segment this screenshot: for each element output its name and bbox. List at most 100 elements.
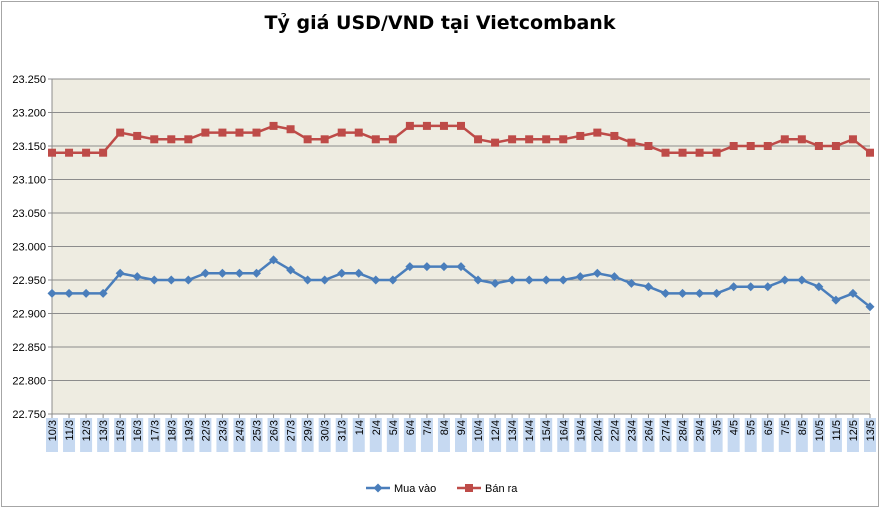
data-point — [525, 135, 534, 144]
x-tick-label: 31/3 — [337, 420, 349, 441]
data-point — [422, 262, 432, 272]
data-point — [643, 282, 653, 292]
data-point — [763, 282, 773, 292]
data-point — [780, 135, 789, 144]
data-point — [524, 275, 534, 285]
x-tick-label-bg — [386, 418, 399, 452]
x-tick-label: 4/5 — [729, 420, 741, 435]
data-point — [814, 142, 823, 150]
x-tick-label: 5/5 — [746, 420, 758, 435]
data-point — [354, 268, 364, 278]
x-tick-label: 22/4 — [609, 420, 621, 441]
data-point — [661, 148, 670, 157]
data-point — [456, 262, 466, 272]
x-tick-label-bg — [625, 418, 638, 452]
x-tick-label: 13/5 — [865, 420, 877, 441]
x-tick-label: 19/4 — [575, 420, 587, 441]
x-tick-label-bg — [318, 418, 331, 452]
x-tick-label: 13/4 — [507, 420, 519, 441]
data-point — [99, 148, 108, 157]
x-tick-label-bg — [148, 418, 161, 452]
x-tick-label: 27/3 — [286, 420, 298, 441]
x-tick-label: 15/4 — [541, 420, 553, 441]
x-tick-label-bg — [455, 418, 467, 452]
x-tick-label: 29/4 — [695, 420, 707, 441]
x-tick-label-bg — [591, 418, 604, 452]
x-tick-label-bg — [676, 418, 689, 452]
x-tick-label-bg — [63, 418, 76, 452]
data-point — [814, 282, 824, 292]
y-tick-label: 23.200 — [12, 108, 46, 120]
x-tick-label: 26/4 — [643, 420, 655, 441]
data-point — [729, 142, 738, 150]
x-tick-label-bg — [233, 418, 246, 452]
x-tick-label-bg — [557, 418, 570, 452]
x-tick-label: 6/5 — [763, 420, 775, 435]
data-point — [65, 148, 74, 157]
data-point — [405, 262, 415, 272]
x-tick-label-bg — [216, 418, 229, 452]
data-point — [491, 138, 500, 147]
data-point — [303, 135, 312, 144]
x-tick-label-bg — [301, 418, 314, 452]
data-point — [542, 135, 551, 144]
data-point — [81, 288, 91, 298]
data-point — [644, 142, 653, 150]
x-tick-label: 23/3 — [217, 420, 229, 441]
data-point — [575, 272, 585, 282]
x-tick-label-bg — [778, 418, 791, 452]
data-point — [508, 135, 517, 144]
data-point — [763, 142, 772, 150]
x-tick-label-bg — [710, 418, 723, 452]
x-tick-label: 5/4 — [388, 420, 400, 435]
data-point — [269, 255, 279, 265]
x-tick-label-bg — [812, 418, 825, 452]
data-point — [593, 128, 602, 137]
data-point — [286, 265, 296, 275]
legend-label: Bán ra — [485, 483, 518, 495]
x-tick-label-bg — [165, 418, 178, 452]
x-tick-label-bg — [761, 418, 774, 452]
x-tick-label: 14/4 — [524, 420, 536, 441]
x-tick-label: 7/5 — [780, 420, 792, 435]
x-tick-label: 3/5 — [712, 420, 724, 435]
data-point — [47, 288, 57, 298]
x-tick-label: 8/5 — [797, 420, 809, 435]
data-point — [320, 275, 330, 285]
x-tick-label: 30/3 — [320, 420, 332, 441]
data-point — [337, 128, 346, 137]
data-point — [371, 135, 380, 144]
x-tick-label: 10/3 — [47, 420, 59, 441]
y-tick-label: 23.150 — [12, 141, 46, 153]
x-tick-label: 12/4 — [490, 420, 502, 441]
data-point — [337, 268, 347, 278]
x-tick-label: 12/5 — [848, 420, 860, 441]
x-tick-label-bg — [420, 418, 433, 452]
x-tick-label: 19/3 — [183, 420, 195, 441]
data-point — [626, 278, 636, 288]
data-point — [234, 268, 244, 278]
data-point — [132, 272, 142, 282]
data-point — [865, 302, 875, 312]
x-tick-label: 18/3 — [166, 420, 178, 441]
x-tick-label: 22/3 — [200, 420, 212, 441]
x-tick-label-bg — [335, 418, 348, 452]
data-point — [286, 125, 295, 134]
x-tick-label: 16/3 — [132, 420, 144, 441]
x-tick-label-bg — [659, 418, 672, 452]
data-point — [82, 148, 91, 157]
x-tick-label: 10/5 — [814, 420, 826, 441]
x-tick-label: 10/4 — [473, 420, 485, 441]
data-point — [678, 288, 688, 298]
data-point — [252, 268, 261, 278]
x-tick-label-bg — [131, 418, 144, 452]
data-point — [183, 275, 193, 285]
data-point — [371, 275, 381, 285]
x-tick-label-bg — [182, 418, 195, 452]
x-tick-label-bg — [97, 418, 110, 452]
data-point — [848, 135, 857, 144]
x-tick-label-bg — [506, 418, 519, 452]
x-tick-label-bg — [864, 418, 876, 452]
x-tick-label-bg — [642, 418, 655, 452]
